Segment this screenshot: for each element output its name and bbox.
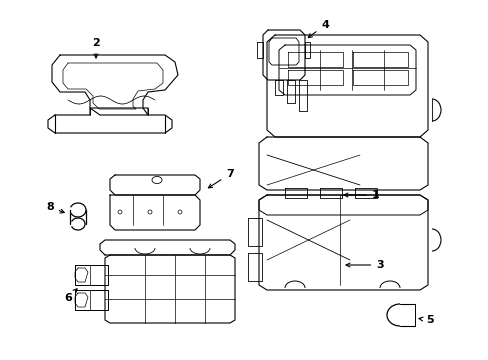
Polygon shape (279, 45, 415, 95)
Polygon shape (305, 42, 309, 58)
Text: 8: 8 (46, 202, 64, 213)
Polygon shape (110, 175, 200, 195)
Text: 4: 4 (307, 20, 328, 37)
Polygon shape (75, 265, 108, 285)
Polygon shape (48, 108, 172, 133)
Polygon shape (286, 80, 294, 103)
Text: 5: 5 (418, 315, 433, 325)
Polygon shape (298, 80, 306, 111)
Polygon shape (263, 30, 305, 80)
Text: 2: 2 (92, 38, 100, 58)
Text: 7: 7 (208, 169, 233, 188)
Polygon shape (352, 70, 407, 85)
Polygon shape (352, 52, 407, 67)
Polygon shape (75, 290, 108, 310)
Polygon shape (287, 70, 342, 85)
Polygon shape (319, 188, 341, 198)
Polygon shape (266, 35, 427, 137)
Polygon shape (75, 293, 88, 307)
Polygon shape (287, 52, 342, 67)
Polygon shape (285, 188, 306, 198)
Text: 6: 6 (64, 289, 77, 303)
Polygon shape (247, 253, 262, 281)
Polygon shape (354, 188, 376, 198)
Polygon shape (75, 268, 88, 282)
Polygon shape (247, 218, 262, 246)
Polygon shape (100, 240, 235, 255)
Polygon shape (259, 195, 427, 290)
Polygon shape (259, 137, 427, 190)
Polygon shape (257, 42, 263, 58)
Polygon shape (110, 195, 200, 230)
Text: 1: 1 (344, 190, 379, 200)
Polygon shape (268, 38, 298, 65)
Polygon shape (274, 80, 283, 95)
Polygon shape (52, 55, 178, 115)
Polygon shape (105, 255, 235, 323)
Polygon shape (259, 195, 427, 215)
Text: 3: 3 (346, 260, 383, 270)
